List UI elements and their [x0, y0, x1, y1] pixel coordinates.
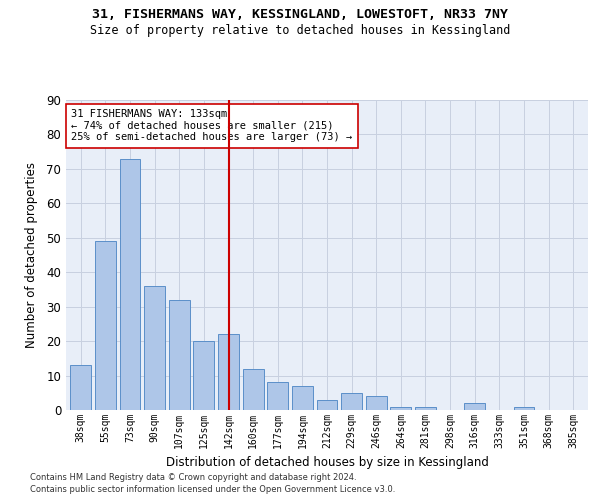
X-axis label: Distribution of detached houses by size in Kessingland: Distribution of detached houses by size …: [166, 456, 488, 469]
Bar: [169, 300, 190, 410]
Bar: [341, 393, 362, 410]
Bar: [292, 386, 313, 410]
Bar: [514, 406, 535, 410]
Bar: [70, 365, 91, 410]
Y-axis label: Number of detached properties: Number of detached properties: [25, 162, 38, 348]
Bar: [464, 403, 485, 410]
Text: 31 FISHERMANS WAY: 133sqm
← 74% of detached houses are smaller (215)
25% of semi: 31 FISHERMANS WAY: 133sqm ← 74% of detac…: [71, 110, 352, 142]
Text: Contains public sector information licensed under the Open Government Licence v3: Contains public sector information licen…: [30, 485, 395, 494]
Bar: [119, 158, 140, 410]
Bar: [218, 334, 239, 410]
Text: Contains HM Land Registry data © Crown copyright and database right 2024.: Contains HM Land Registry data © Crown c…: [30, 472, 356, 482]
Bar: [391, 406, 412, 410]
Bar: [242, 368, 263, 410]
Bar: [144, 286, 165, 410]
Bar: [267, 382, 288, 410]
Text: 31, FISHERMANS WAY, KESSINGLAND, LOWESTOFT, NR33 7NY: 31, FISHERMANS WAY, KESSINGLAND, LOWESTO…: [92, 8, 508, 20]
Bar: [317, 400, 337, 410]
Bar: [193, 341, 214, 410]
Bar: [415, 406, 436, 410]
Bar: [95, 241, 116, 410]
Text: Size of property relative to detached houses in Kessingland: Size of property relative to detached ho…: [90, 24, 510, 37]
Bar: [366, 396, 387, 410]
